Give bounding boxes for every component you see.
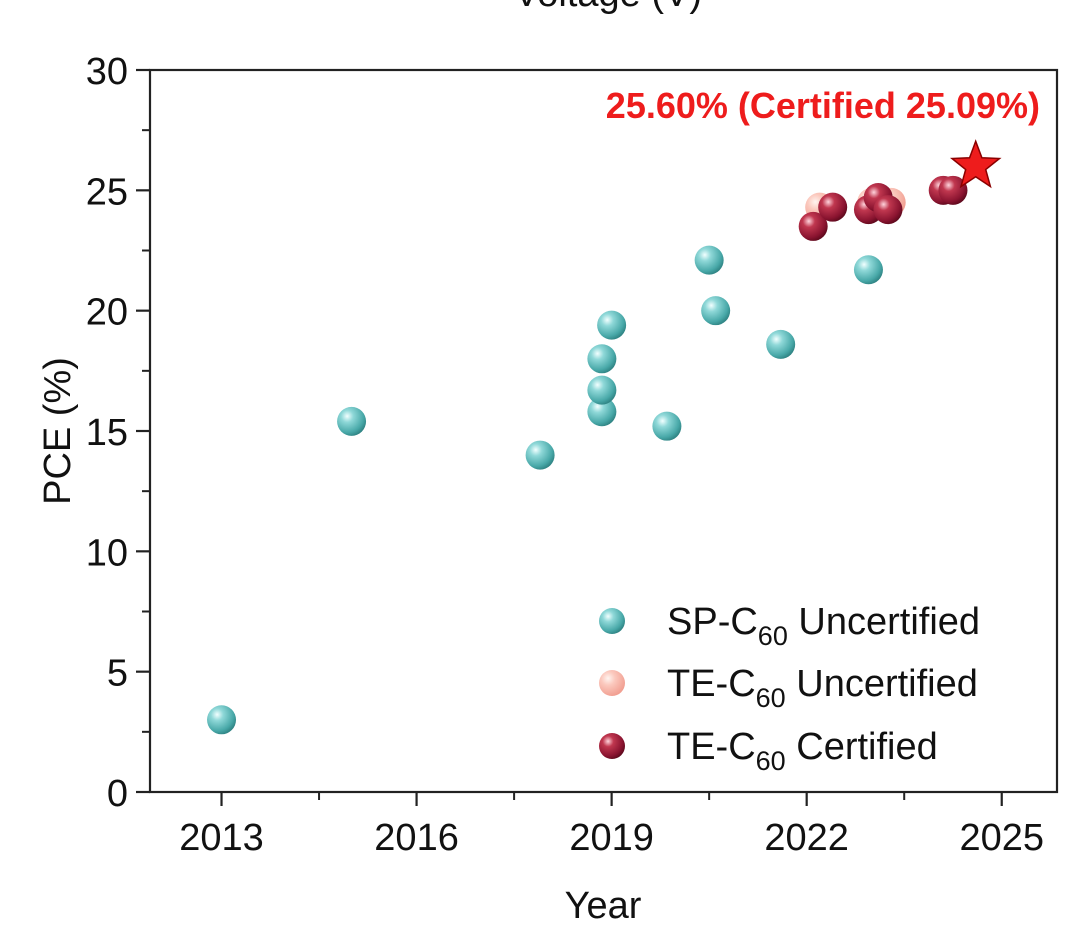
legend-marker-te-uncertified: [599, 670, 625, 696]
data-points: [207, 175, 968, 735]
y-tick-label: 20: [86, 292, 128, 334]
legend-label-teu-sub: 60: [756, 683, 786, 713]
y-axis: 0 5 10 15 20 25 30: [86, 51, 150, 815]
point-sp-uncertified: [587, 375, 617, 405]
legend: SP-C60 Uncertified TE-C60 Uncertified TE…: [599, 601, 980, 776]
legend-marker-te-certified: [599, 733, 625, 759]
point-sp-uncertified: [525, 440, 555, 470]
point-sp-uncertified: [701, 296, 731, 326]
legend-label-teu-rest: Uncertified: [786, 663, 978, 705]
legend-marker-sp: [599, 608, 625, 634]
x-tick-label: 2025: [959, 817, 1044, 859]
point-sp-uncertified: [337, 406, 367, 436]
x-tick-label: 2019: [569, 817, 654, 859]
point-te-certified: [798, 211, 828, 241]
x-tick-label: 2013: [179, 817, 264, 859]
point-sp-uncertified: [587, 344, 617, 374]
legend-label-tec-rest: Certified: [786, 726, 938, 768]
y-tick-label: 30: [86, 51, 128, 93]
legend-label-tec-sub: 60: [756, 746, 786, 776]
legend-label-tec-main: TE-C: [667, 726, 756, 768]
point-te-certified: [873, 195, 903, 225]
point-te-certified: [938, 175, 968, 205]
svg-text:TE-C60 Certified: TE-C60 Certified: [667, 726, 938, 776]
record-star-marker: [949, 139, 1002, 189]
y-tick-label: 10: [86, 532, 128, 574]
top-cut-label: Voltage (V): [514, 0, 702, 15]
x-tick-label: 2016: [374, 817, 459, 859]
x-tick-label: 2022: [764, 817, 849, 859]
point-sp-uncertified: [597, 310, 627, 340]
svg-text:SP-C60 Uncertified: SP-C60 Uncertified: [667, 601, 980, 651]
legend-label-sp-main: SP-C: [667, 601, 758, 643]
record-highlight: [949, 139, 1002, 189]
y-tick-label: 25: [86, 171, 128, 213]
svg-text:TE-C60 Uncertified: TE-C60 Uncertified: [667, 663, 978, 713]
point-sp-uncertified: [652, 411, 682, 441]
point-sp-uncertified: [587, 397, 617, 427]
legend-label-sp-sub: 60: [758, 621, 788, 651]
y-axis-title: PCE (%): [37, 357, 79, 505]
y-tick-label: 0: [107, 773, 128, 815]
legend-label-sp-rest: Uncertified: [788, 601, 980, 643]
x-axis-title: Year: [565, 885, 642, 927]
point-sp-uncertified: [207, 705, 237, 735]
y-tick-label: 5: [107, 653, 128, 695]
point-sp-uncertified: [766, 329, 796, 359]
point-te-certified: [818, 192, 848, 222]
point-sp-uncertified: [853, 255, 883, 285]
legend-item-sp-uncertified: SP-C60 Uncertified: [599, 601, 980, 651]
point-sp-uncertified: [694, 245, 724, 275]
x-axis: 2013 2016 2019 2022 2025: [179, 792, 1044, 859]
legend-item-te-uncertified: TE-C60 Uncertified: [599, 663, 978, 713]
y-tick-label: 15: [86, 412, 128, 454]
record-annotation: 25.60% (Certified 25.09%): [606, 85, 1040, 126]
legend-label-teu-main: TE-C: [667, 663, 756, 705]
legend-item-te-certified: TE-C60 Certified: [599, 726, 938, 776]
